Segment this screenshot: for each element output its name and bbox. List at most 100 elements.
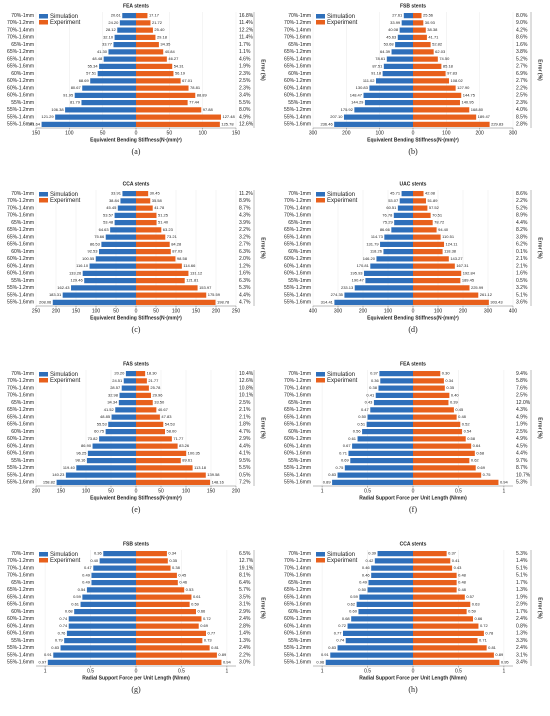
bar [413, 601, 471, 607]
bar [413, 421, 461, 427]
error-label: 2.8% [239, 623, 251, 629]
value-label: 32.10 [103, 34, 114, 39]
value-label: 64.39 [380, 49, 391, 54]
bar [136, 407, 157, 413]
value-label: 54.53 [165, 421, 176, 426]
bar [413, 249, 443, 255]
bar [413, 623, 479, 629]
bar [344, 465, 413, 471]
x-tick-label: 100 [172, 308, 181, 314]
bar [136, 616, 202, 622]
x-tick-label: 100 [198, 130, 207, 136]
value-label: 125.78 [221, 121, 234, 126]
error-label: 1.3% [516, 631, 528, 637]
value-label: 0.38 [369, 385, 378, 390]
bar [136, 558, 168, 564]
error-label: 2.4% [239, 616, 251, 622]
error-label: 2.3% [516, 100, 528, 106]
x-tick-label: 50 [100, 130, 106, 136]
value-label: 0.56 [353, 429, 362, 434]
value-label: 0.68 [476, 450, 485, 455]
value-label: 0.69 [200, 623, 209, 628]
bar [136, 49, 164, 55]
bar [413, 198, 426, 204]
value-label: 0.43 [365, 400, 374, 405]
category-label: 65%-1.4mm [7, 56, 34, 62]
bar [136, 609, 196, 615]
x-tick-label: 50 [113, 308, 119, 314]
bar [413, 443, 472, 449]
bar [379, 371, 413, 377]
x-tick-label: 300 [334, 308, 343, 314]
value-label: 78.81 [190, 85, 201, 90]
value-label: 86.90 [81, 443, 92, 448]
x-tick-label: 200 [212, 308, 221, 314]
legend-label: Simulation [327, 552, 355, 558]
value-label: 0.48 [458, 580, 467, 585]
error-label: 1.9% [516, 422, 528, 428]
category-label: 60%-1.6mm [284, 93, 311, 99]
value-label: 0.62 [347, 601, 356, 606]
value-label: 21.72 [152, 20, 163, 25]
category-label: 70%-1.6mm [284, 213, 311, 219]
value-label: 20.61 [111, 13, 122, 18]
bar [108, 49, 136, 55]
bar [413, 609, 467, 615]
value-label: 158.82 [43, 479, 56, 484]
value-label: 0.36 [94, 551, 103, 556]
category-label: 55%-1.6mm [7, 122, 34, 128]
x-tick-label: 300 [309, 130, 318, 136]
x-tick-label: 1 [44, 668, 47, 674]
value-label: 0.95 [501, 659, 510, 664]
category-label: 65%-1.6mm [284, 422, 311, 428]
value-label: 0.57 [466, 594, 475, 599]
category-label: 70%-1.6mm [284, 35, 311, 41]
value-label: 0.72 [203, 616, 212, 621]
bar [136, 580, 178, 586]
value-label: 0.91 [321, 652, 330, 657]
value-label: 0.96 [316, 659, 325, 664]
bar [413, 285, 470, 291]
bar [65, 107, 136, 113]
value-label: 131.79 [366, 241, 379, 246]
value-label: 97.83 [447, 71, 458, 76]
category-label: 70%-1mm [288, 191, 311, 197]
error-axis-title: Error (%) [260, 237, 266, 259]
error-label: 8.9% [239, 198, 251, 204]
category-label: 65%-1mm [288, 580, 311, 586]
value-label: 0.40 [90, 558, 99, 563]
bar [136, 234, 166, 240]
category-label: 55%-1.4mm [284, 292, 311, 298]
bar [136, 85, 189, 91]
bar [354, 285, 413, 291]
bar [375, 78, 413, 84]
bar [413, 234, 441, 240]
value-label: 57.51 [86, 71, 97, 76]
value-label: 0.37 [448, 551, 457, 556]
category-label: 65%-1.4mm [284, 414, 311, 420]
category-label: 70%-1.4mm [7, 205, 34, 211]
error-axis-title: Error (%) [537, 237, 543, 259]
value-label: 89.61 [182, 458, 193, 463]
error-label: 1.9% [516, 594, 528, 600]
bar [413, 659, 500, 665]
legend-label: Experiment [50, 558, 81, 564]
bar [413, 587, 457, 593]
bar [366, 421, 413, 427]
category-label: 65%-1.4mm [7, 594, 34, 600]
value-label: 34.35 [160, 42, 171, 47]
bar [64, 638, 136, 644]
bar [136, 285, 198, 291]
value-label: 62.03 [435, 49, 446, 54]
bar [136, 378, 147, 384]
bar [413, 472, 482, 478]
value-label: 146.20 [363, 256, 376, 261]
bar [413, 256, 449, 262]
value-label: 190.47 [352, 278, 365, 283]
bar [115, 407, 136, 413]
value-label: 98.58 [177, 256, 188, 261]
value-label: 0.74 [336, 638, 345, 643]
bar [119, 392, 136, 398]
value-label: 40.08 [388, 27, 399, 32]
value-label: 100.55 [82, 256, 95, 261]
